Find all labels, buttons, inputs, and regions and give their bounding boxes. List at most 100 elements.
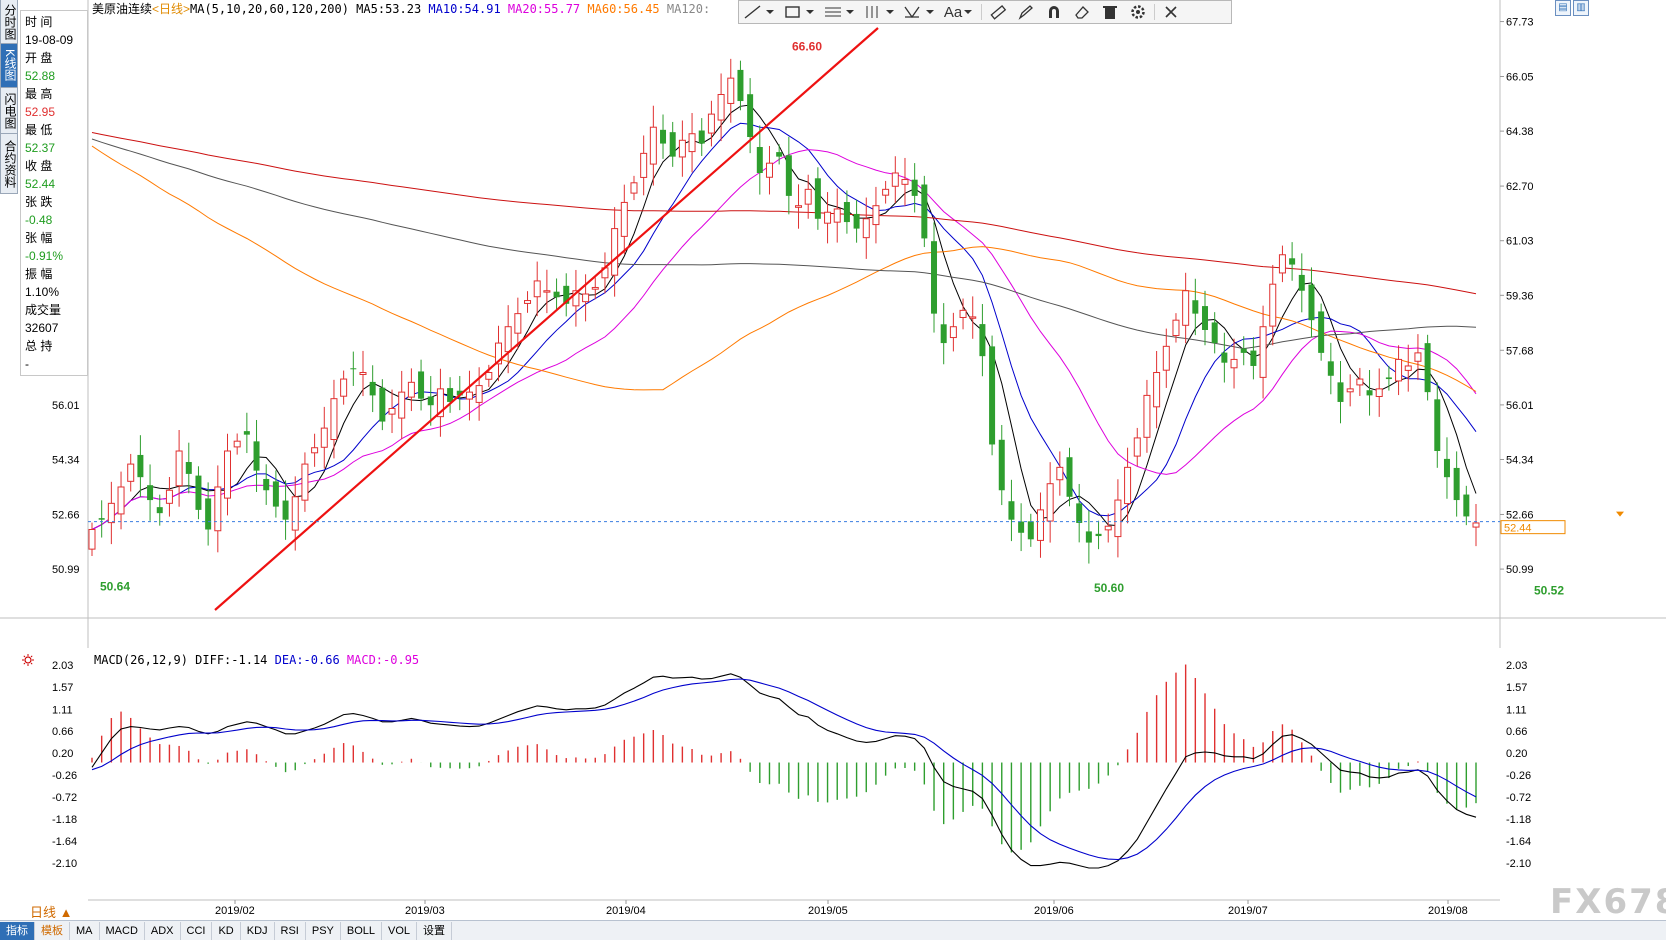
ma-legend-item: MA120: xyxy=(666,2,711,16)
tab-vol[interactable]: VOL xyxy=(382,921,418,940)
candle-body xyxy=(1385,377,1392,380)
magnet-icon[interactable] xyxy=(1040,1,1068,23)
macd-left-tick-label: 0.66 xyxy=(52,726,73,738)
candle-body xyxy=(737,69,744,102)
candle-body xyxy=(872,205,880,226)
candle-body xyxy=(891,172,899,187)
tab-kd[interactable]: KD xyxy=(212,921,241,940)
candle-body xyxy=(824,211,832,224)
ma-legend-item: MA60:56.45 xyxy=(587,2,667,16)
ma-line-ma200 xyxy=(91,132,1477,295)
candle-body xyxy=(1463,494,1470,517)
macd-left-tick-label: -1.18 xyxy=(52,814,77,826)
indicator-settings-icon[interactable] xyxy=(22,654,34,666)
layout-icon[interactable]: ▤ xyxy=(1555,0,1571,16)
y-axis-tick-label: 57.68 xyxy=(1506,345,1534,357)
info-label: 成交量 xyxy=(25,303,62,317)
tab-time-chart[interactable]: 分时图 xyxy=(0,0,18,44)
tab-kdj[interactable]: KDJ xyxy=(241,921,275,940)
eraser-icon[interactable] xyxy=(1068,1,1096,23)
candle-body xyxy=(175,450,183,487)
text-tool-icon[interactable]: Aa xyxy=(939,1,979,23)
close-icon[interactable] xyxy=(1157,1,1185,23)
candle-body xyxy=(1278,254,1286,274)
x-axis-tick-label: 2019/03 xyxy=(405,905,445,917)
drawing-toolbar: Aa xyxy=(738,0,1232,24)
candle-body xyxy=(756,147,763,173)
candle-body xyxy=(447,388,454,402)
layout-split-icon[interactable]: ▥ xyxy=(1573,0,1589,16)
left-axis-tick-label: 50.99 xyxy=(52,564,80,576)
y-axis-tick-label: 64.38 xyxy=(1506,126,1534,138)
candle-body xyxy=(931,241,938,314)
candle-body xyxy=(911,179,918,196)
candle-body xyxy=(98,518,105,520)
tab-flash-chart[interactable]: 闪电图 xyxy=(0,88,18,134)
tab-rsi[interactable]: RSI xyxy=(275,921,306,940)
tab-templates[interactable]: 模板 xyxy=(35,921,70,940)
info-label: 总 持 xyxy=(25,339,53,353)
candle-body xyxy=(785,155,792,196)
extreme-price-label: 66.60 xyxy=(792,40,822,54)
candle-body xyxy=(572,290,580,307)
candle-body xyxy=(272,481,279,507)
period-label: <日线> xyxy=(152,2,191,16)
left-axis-tick-label: 54.34 xyxy=(52,455,80,467)
candle-body xyxy=(1298,274,1305,291)
tab-indicators[interactable]: 指标 xyxy=(0,921,35,940)
fib-tool-icon[interactable] xyxy=(819,1,859,23)
candle-body xyxy=(1434,399,1441,452)
tab-macd[interactable]: MACD xyxy=(100,921,145,940)
tab-ma[interactable]: MA xyxy=(70,921,100,940)
tab-settings[interactable]: 设置 xyxy=(417,921,453,940)
gear-icon[interactable] xyxy=(1124,1,1152,23)
info-label: 张 跌 xyxy=(25,195,53,209)
ma-line-ma20 xyxy=(91,149,1477,530)
candle-body xyxy=(533,280,541,298)
candle-body xyxy=(1414,352,1422,362)
macd-right-tick-label: -2.10 xyxy=(1506,858,1531,870)
macd-right-tick-label: 0.20 xyxy=(1506,748,1527,760)
ma-legend: MA(5,10,20,60,120,200) MA5:53.23 MA10:54… xyxy=(190,0,710,18)
trash-icon[interactable] xyxy=(1096,1,1124,23)
pattern-tool-icon[interactable] xyxy=(899,1,939,23)
candle-body xyxy=(1182,290,1190,326)
pen-icon[interactable] xyxy=(1012,1,1040,23)
candle-body xyxy=(1046,483,1054,522)
candle-body xyxy=(117,486,125,515)
line-tool-icon[interactable] xyxy=(739,1,779,23)
tab-psy[interactable]: PSY xyxy=(306,921,341,940)
x-axis-tick-label: 2019/07 xyxy=(1228,905,1268,917)
macd-chart[interactable]: 2.03 2.03 1.57 1.57 1.11 1.11 0.66 0.66 0.20 0.20… xyxy=(0,648,1666,920)
candle-body xyxy=(678,139,686,158)
candle-body xyxy=(233,440,241,448)
candle-body xyxy=(1104,525,1112,531)
x-axis-tick-label: 2019/06 xyxy=(1034,905,1074,917)
ma-line-ma60 xyxy=(91,145,1477,392)
candle-body xyxy=(688,133,696,153)
macd-left-tick-label: -1.64 xyxy=(52,836,77,848)
candle-body xyxy=(127,463,135,482)
tab-boll[interactable]: BOLL xyxy=(341,921,383,940)
candle-body xyxy=(1375,388,1383,397)
rect-tool-icon[interactable] xyxy=(779,1,819,23)
candle-body xyxy=(669,132,676,157)
candle-body xyxy=(407,381,415,398)
period-selector[interactable]: 日线 ▲ xyxy=(30,905,73,920)
channel-tool-icon[interactable] xyxy=(859,1,899,23)
ma-legend-item: MA(5,10,20,60,120,200) xyxy=(190,2,357,16)
candlestick-chart[interactable]: 67.73 66.05 64.38 62.70 61.03 59.36 57.68 56.01… xyxy=(0,0,1666,648)
candle-body xyxy=(1056,466,1064,481)
tab-kline-chart[interactable]: K线图 xyxy=(0,44,18,88)
candle-body xyxy=(1356,378,1364,386)
candle-body xyxy=(921,184,928,239)
candle-body xyxy=(1133,437,1141,457)
candle-body xyxy=(1443,458,1450,478)
ruler-icon[interactable] xyxy=(984,1,1012,23)
info-value: 52.37 xyxy=(25,141,56,155)
tab-contract-info[interactable]: 合约资料 xyxy=(0,134,18,194)
tab-adx[interactable]: ADX xyxy=(145,921,181,940)
ma-line-ma5 xyxy=(91,104,1477,530)
tab-cci[interactable]: CCI xyxy=(181,921,213,940)
price-marker-icon xyxy=(1616,511,1624,517)
